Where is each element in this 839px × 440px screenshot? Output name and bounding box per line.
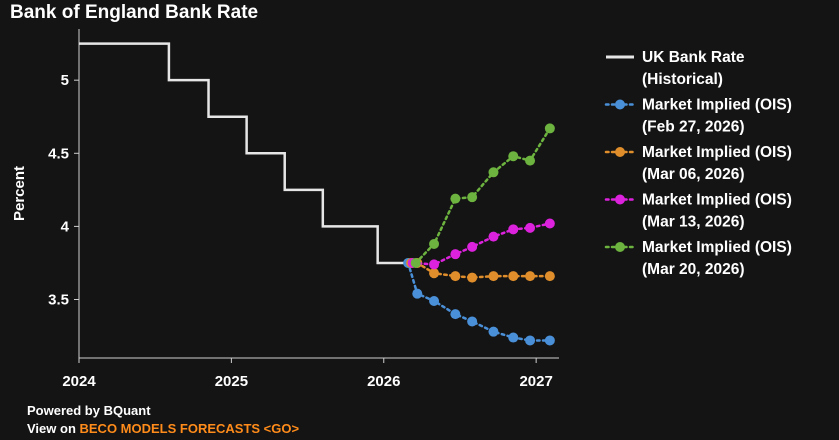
data-point [544, 123, 555, 134]
x-tick-label: 2027 [519, 373, 552, 390]
data-point [544, 218, 555, 229]
legend-label: Market Implied (OIS) [642, 239, 792, 256]
y-tick-label: 3.5 [48, 292, 69, 309]
view-on-text: View on [27, 421, 80, 436]
x-tick-label: 2025 [215, 373, 248, 390]
data-point [467, 272, 478, 283]
legend-label: (Mar 20, 2026) [642, 261, 745, 278]
x-tick-label: 2024 [62, 373, 96, 390]
data-point [488, 231, 499, 242]
data-point [544, 271, 555, 282]
series-1 [403, 257, 555, 346]
legend-item-0[interactable]: UK Bank Rate (Historical) [606, 49, 745, 88]
y-tick-label: 4 [61, 218, 70, 235]
legend-item-4[interactable]: Market Implied (OIS) (Mar 20, 2026) [604, 239, 792, 278]
data-point [508, 224, 519, 235]
legend: UK Bank Rate (Historical) Market Implied (… [604, 49, 792, 278]
legend-item-2[interactable]: Market Implied (OIS) (Mar 06, 2026) [604, 144, 792, 183]
legend-marker [615, 242, 625, 252]
legend-item-1[interactable]: Market Implied (OIS) (Feb 27, 2026) [604, 97, 792, 136]
legend-marker [615, 147, 625, 157]
chart-title: Bank of England Bank Rate [10, 2, 258, 23]
data-point [467, 316, 478, 327]
data-point [450, 309, 461, 320]
legend-marker [615, 194, 625, 205]
legend-label: (Mar 06, 2026) [642, 166, 745, 183]
powered-by-text: Powered by BQuant [27, 403, 151, 418]
series-2 [406, 257, 555, 283]
data-point [429, 268, 440, 279]
data-point [544, 335, 555, 346]
y-axis-label: Percent [11, 166, 28, 221]
ois-series-line [409, 261, 552, 279]
axes: 3.5 4 4.5 5 2024 2025 2026 2027 Percent [11, 29, 559, 390]
data-point [412, 288, 423, 299]
historical-rate-line [79, 42, 413, 265]
y-tick-label: 5 [61, 72, 69, 89]
data-point [450, 249, 461, 260]
legend-label: Market Implied (OIS) [642, 192, 792, 209]
legend-label: (Feb 27, 2026) [642, 119, 745, 136]
legend-label: (Mar 13, 2026) [642, 214, 745, 231]
legend-label: Market Implied (OIS) [642, 97, 792, 114]
data-point [488, 326, 499, 337]
ois-series-line [414, 127, 552, 265]
beco-models-link[interactable]: BECO MODELS FORECASTS <GO> [79, 421, 300, 436]
y-tick-label: 4.5 [48, 145, 69, 162]
legend-label: (Historical) [642, 71, 723, 88]
data-point [429, 259, 440, 270]
data-point [450, 193, 461, 204]
data-point [450, 271, 461, 282]
legend-label: Market Implied (OIS) [642, 144, 792, 161]
data-point [508, 151, 519, 162]
data-point [410, 257, 421, 268]
data-point [429, 238, 440, 249]
data-point [508, 332, 519, 343]
data-point [525, 271, 536, 282]
data-point [508, 271, 519, 282]
series-4 [410, 123, 555, 268]
series-layer [79, 42, 555, 346]
data-point [525, 155, 536, 166]
data-point [488, 167, 499, 178]
data-point [525, 222, 536, 233]
series-3 [407, 218, 555, 270]
view-on-line: View on BECO MODELS FORECASTS <GO> [27, 421, 299, 436]
legend-label: UK Bank Rate [642, 49, 745, 66]
data-point [429, 295, 440, 306]
legend-marker [615, 99, 625, 110]
data-point [488, 271, 499, 282]
series-0 [79, 42, 413, 265]
data-point [525, 335, 536, 346]
x-tick-label: 2026 [367, 373, 400, 390]
legend-item-3[interactable]: Market Implied (OIS) (Mar 13, 2026) [604, 192, 792, 231]
data-point [467, 241, 478, 252]
data-point [467, 192, 478, 203]
